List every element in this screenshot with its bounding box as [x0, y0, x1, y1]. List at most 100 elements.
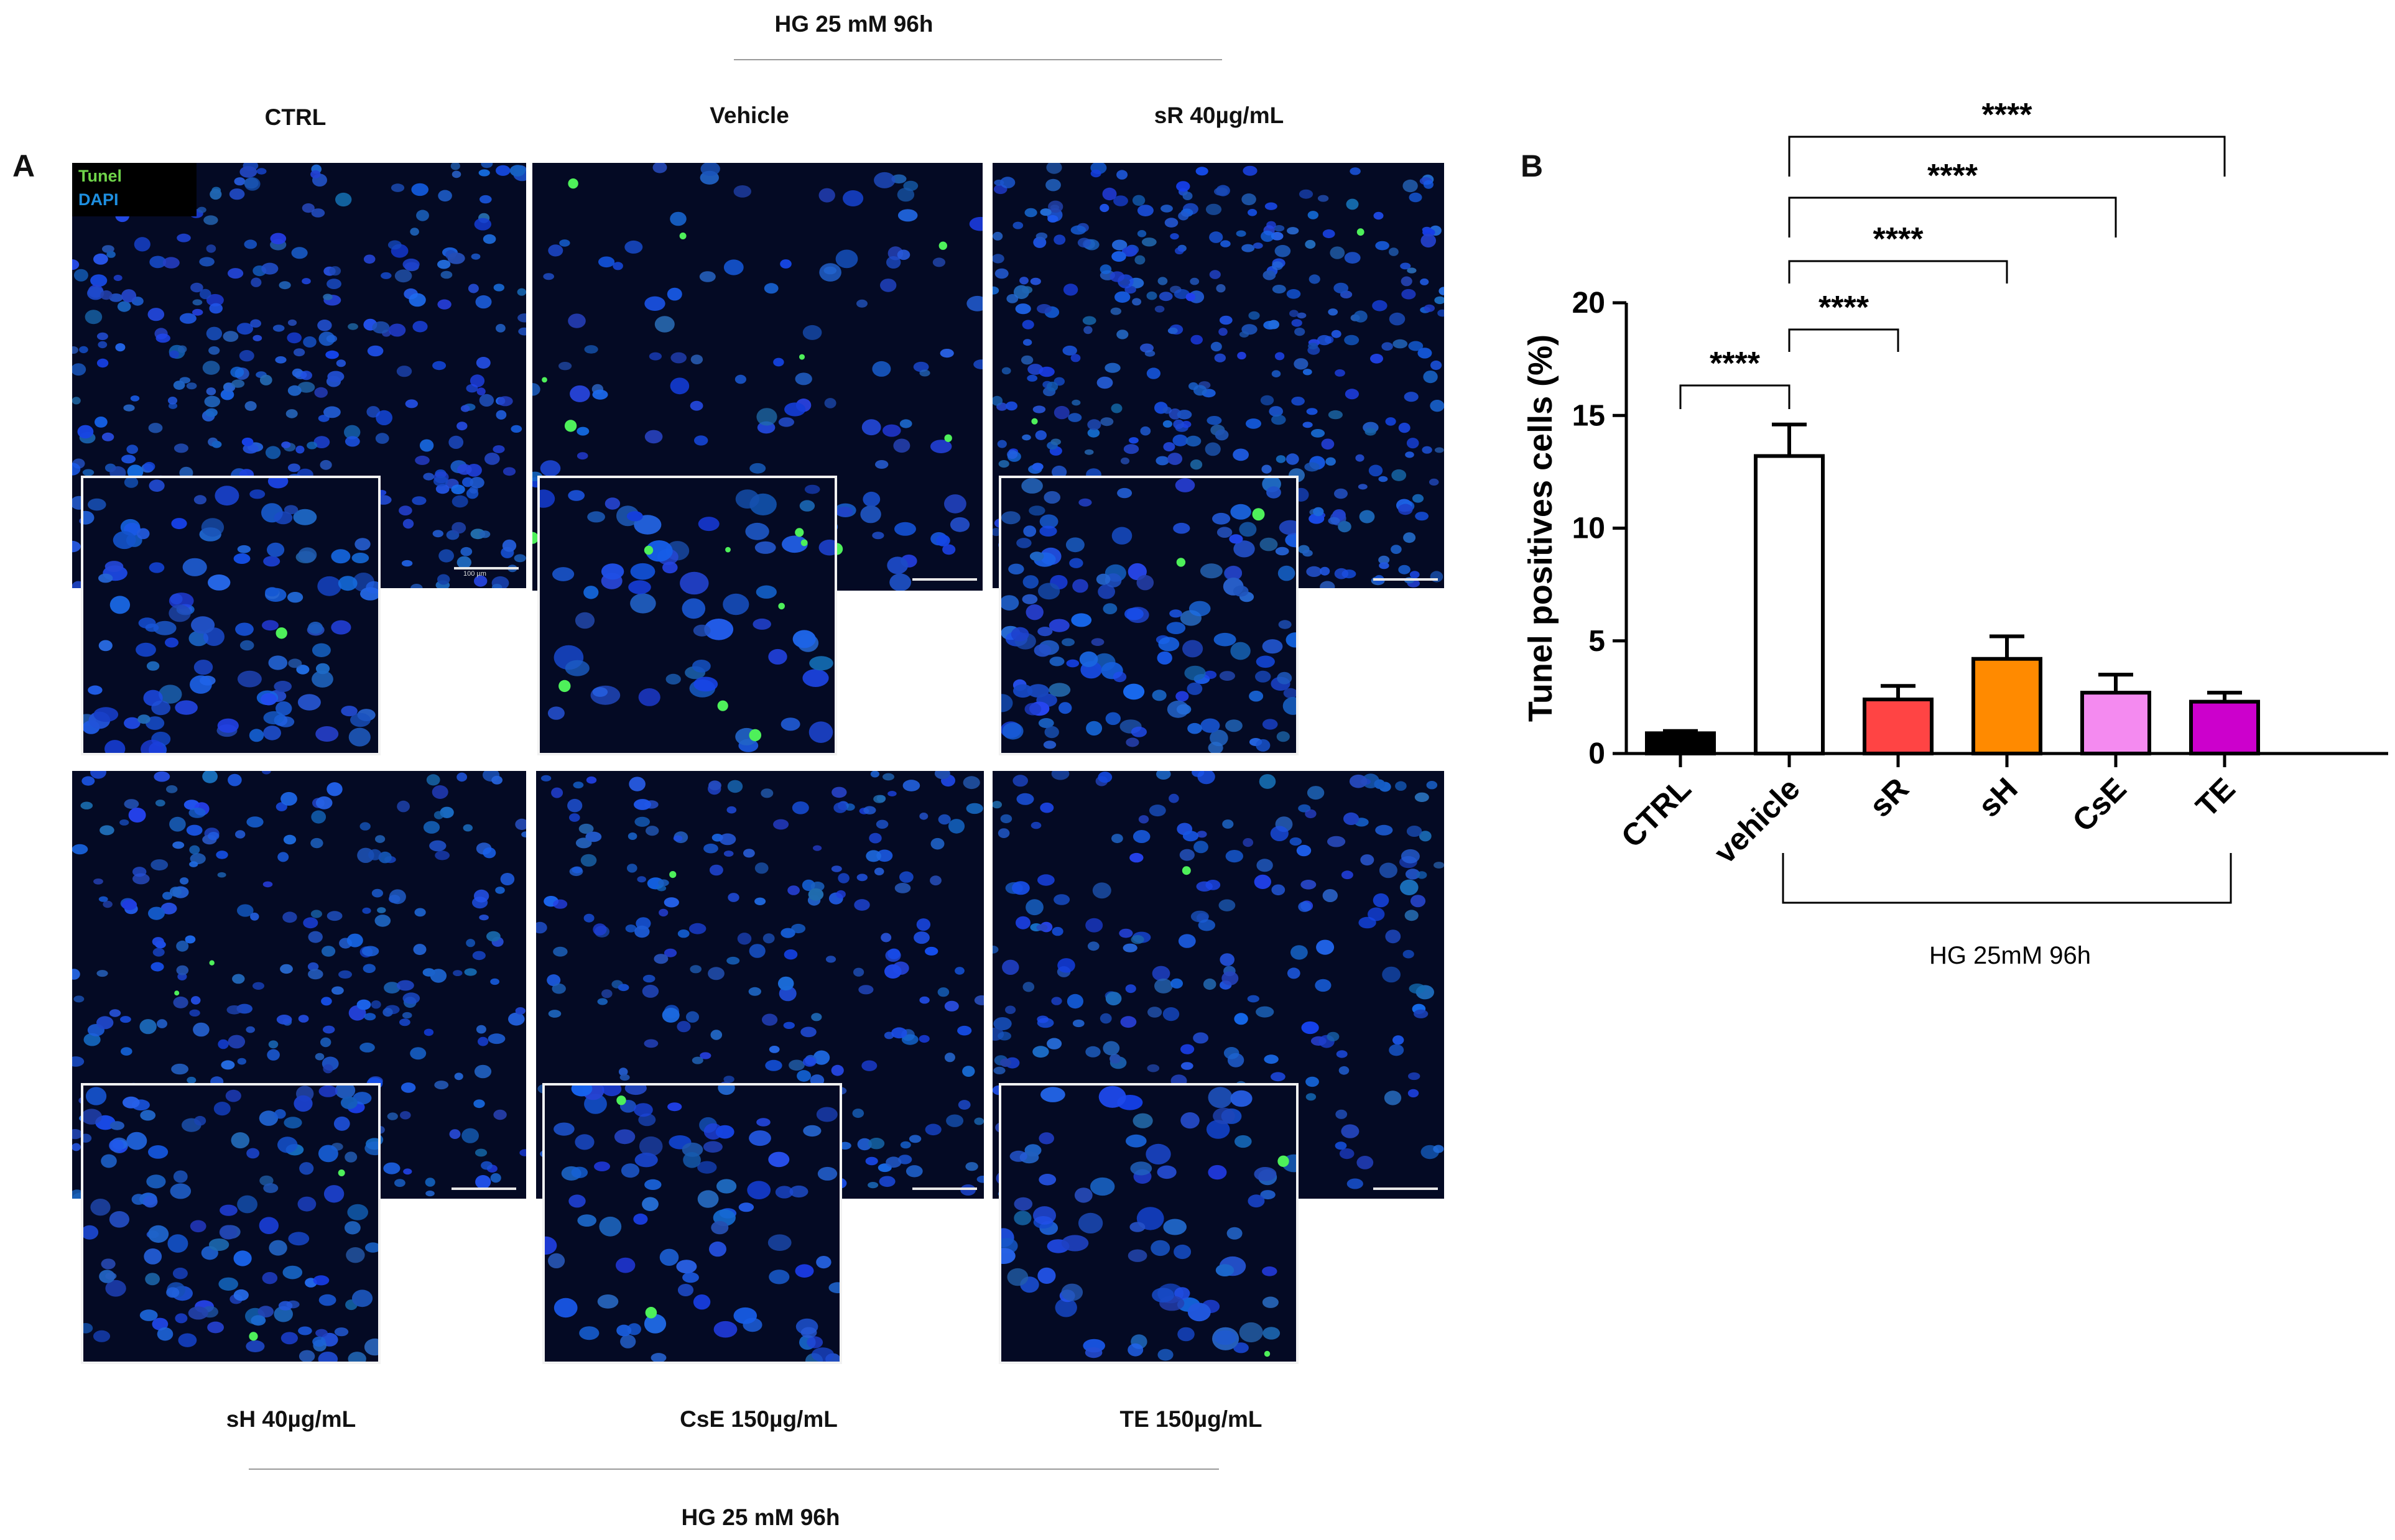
nucleus	[1305, 809, 1317, 819]
nucleus	[1048, 200, 1063, 213]
nucleus	[351, 553, 369, 563]
nucleus	[346, 933, 363, 948]
nucleus	[495, 887, 505, 894]
nucleus	[329, 266, 341, 276]
nucleus	[172, 1267, 188, 1279]
nucleus	[1282, 697, 1296, 715]
nucleus	[368, 849, 382, 860]
nucleus	[909, 1135, 922, 1143]
nucleus	[1193, 385, 1207, 396]
nucleus	[1069, 558, 1083, 568]
nucleus	[1119, 928, 1133, 938]
nucleus	[310, 837, 323, 849]
nucleus	[1271, 232, 1284, 241]
nucleus	[628, 580, 651, 594]
nucleus	[346, 1247, 365, 1263]
nucleus	[469, 486, 478, 494]
x-tick-label: TE	[2189, 771, 2242, 824]
nucleus	[682, 598, 706, 619]
nucleus	[782, 535, 808, 553]
nucleus	[249, 729, 264, 742]
image-label-sh: sH 40µg/mL	[226, 1406, 356, 1432]
nucleus	[1270, 826, 1289, 841]
nucleus	[1254, 874, 1271, 889]
nucleus	[1170, 233, 1179, 240]
nucleus	[123, 404, 135, 412]
nucleus	[191, 616, 215, 634]
nucleus	[813, 845, 822, 851]
nucleus	[1335, 1141, 1347, 1150]
nucleus	[402, 1012, 412, 1019]
nucleus	[231, 379, 245, 388]
nucleus	[123, 1096, 140, 1109]
nucleus	[1182, 191, 1193, 200]
nucleus	[1167, 327, 1178, 334]
nucleus	[1001, 595, 1019, 611]
nucleus	[1052, 465, 1067, 479]
nucleus	[811, 1347, 835, 1362]
nucleus	[913, 361, 929, 372]
nucleus	[677, 1284, 694, 1296]
nucleus	[1098, 772, 1113, 783]
nucleus	[83, 510, 95, 525]
nucleus	[673, 835, 683, 842]
nucleus	[169, 816, 186, 832]
nucleus	[105, 1279, 126, 1297]
nucleus	[863, 806, 876, 814]
nucleus	[667, 287, 682, 301]
nucleus	[1404, 392, 1419, 402]
nucleus	[1156, 771, 1171, 780]
nucleus	[1384, 1090, 1402, 1105]
nucleus	[670, 352, 687, 364]
nucleus	[749, 944, 766, 958]
nucleus	[553, 899, 568, 909]
nucleus	[320, 1037, 331, 1048]
nucleus	[317, 576, 341, 596]
nucleus	[313, 1275, 330, 1286]
nucleus	[491, 775, 503, 785]
nucleus	[777, 976, 794, 991]
nucleus	[141, 739, 164, 753]
nucleus	[1391, 469, 1407, 481]
nucleus	[1259, 774, 1276, 789]
nucleus	[461, 1128, 479, 1143]
nucleus	[120, 1016, 131, 1023]
nucleus	[1105, 992, 1122, 1006]
nucleus	[265, 587, 279, 597]
nucleus	[1065, 537, 1085, 553]
nucleus	[293, 509, 317, 525]
nucleus	[803, 1125, 822, 1137]
nucleus	[748, 987, 761, 996]
tunel-positive-spot	[1356, 228, 1364, 236]
nucleus	[302, 278, 311, 285]
nucleus	[400, 1111, 411, 1120]
nucleus	[193, 1022, 210, 1037]
nucleus	[634, 515, 662, 535]
nucleus	[175, 700, 198, 715]
nucleus	[870, 771, 879, 778]
nucleus	[219, 1225, 238, 1240]
nucleus	[644, 296, 665, 311]
scalebar-sh	[452, 1187, 516, 1190]
nucleus	[723, 593, 749, 616]
nucleus	[1400, 262, 1411, 270]
nucleus	[1419, 831, 1432, 842]
nucleus	[454, 1072, 463, 1081]
nucleus	[412, 321, 428, 333]
nucleus	[252, 334, 262, 341]
nucleus	[318, 1086, 338, 1097]
nucleus	[816, 1256, 832, 1269]
nucleus	[175, 1313, 188, 1324]
nucleus	[263, 711, 285, 725]
nucleus	[312, 670, 333, 688]
nucleus	[347, 1204, 368, 1220]
nucleus	[233, 1250, 252, 1266]
nucleus	[327, 371, 345, 382]
nucleus	[182, 558, 207, 576]
nucleus	[327, 911, 343, 921]
nucleus	[197, 206, 206, 213]
panel-b-letter: B	[1521, 149, 1544, 183]
nucleus	[456, 556, 471, 569]
nucleus	[548, 244, 563, 257]
